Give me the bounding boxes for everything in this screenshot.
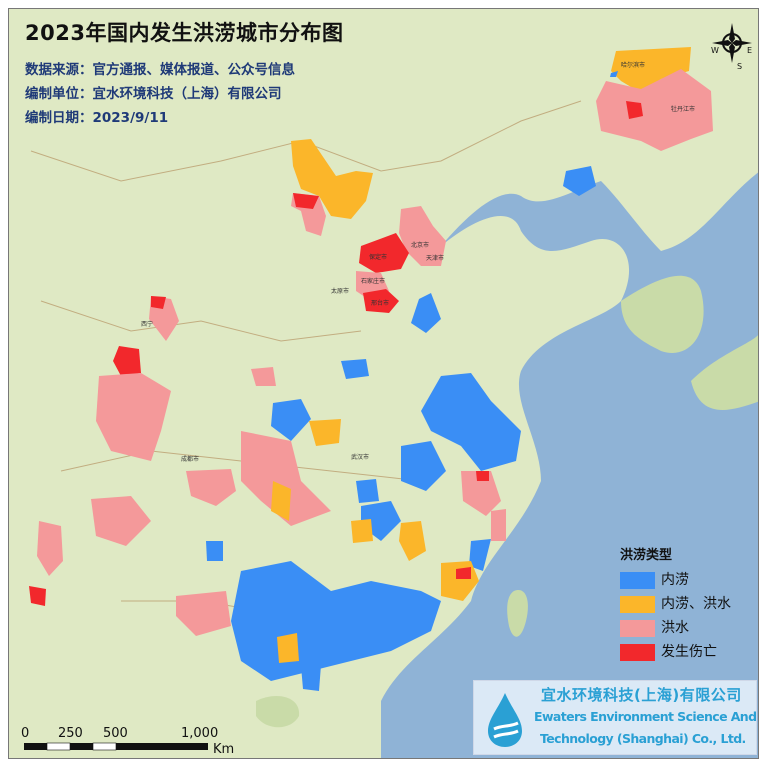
compile-date: 编制日期：2023/9/11 [25,110,169,126]
scale-tick-250: 250 [58,726,83,741]
legend-title: 洪涝类型 [620,548,673,563]
region-inland-flood[interactable] [401,441,446,491]
region-casualties[interactable] [113,346,141,376]
scale-tick-1000: 1,000 [181,726,219,741]
region-inland-flood[interactable] [341,359,369,379]
region-flood[interactable] [186,469,236,506]
scale-bar [24,742,208,751]
map-label-shijiazhuang: 石家庄市 [361,277,385,285]
region-inland-flood[interactable] [469,539,491,571]
province-borders [30,100,582,612]
region-inland-flood[interactable] [411,293,441,333]
region-casualties[interactable] [293,193,319,209]
region-casualties[interactable] [363,289,399,313]
legend-swatch [620,619,655,637]
region-casualties[interactable] [476,471,489,481]
svg-text:E: E [747,46,752,55]
legend-item-inland-flood: 内涝 [620,568,731,592]
svg-text:W: W [711,46,719,55]
legend-label: 内涝、洪水 [661,595,731,612]
map-label-beijing: 北京市 [411,241,429,249]
region-inland-flood-and-flood[interactable] [271,481,291,521]
legend-label: 内涝 [661,571,689,588]
company-name-en-1: Ewaters Environment Science And [534,709,757,724]
region-inland-flood-and-flood[interactable] [399,521,426,561]
map-label-taiyuan: 太原市 [331,287,349,295]
map-label-baoding: 保定市 [369,253,387,261]
legend-swatch [620,571,655,589]
company-name-en-2: Technology (Shanghai) Co., Ltd. [540,731,746,746]
region-flood[interactable] [91,496,151,546]
data-source: 数据来源：官方通报、媒体报道、公众号信息 [25,62,295,78]
region-flood[interactable] [251,367,276,386]
region-flood[interactable] [241,431,331,526]
map-label-chengdu: 成都市 [181,455,199,463]
region-flood[interactable] [461,471,501,516]
region-flood[interactable] [96,373,171,461]
region-inland-flood-and-flood[interactable] [309,419,341,446]
region-casualties[interactable] [626,101,643,119]
region-inland-flood[interactable] [563,166,596,196]
region-flood[interactable] [176,591,231,636]
map-label-mudanjiang: 牡丹江市 [671,105,695,113]
company-logo-panel: 宜水环境科技(上海)有限公司 Ewaters Environment Scien… [473,680,757,755]
compass-icon: W E S [711,23,752,71]
company-name-cn: 宜水环境科技(上海)有限公司 [541,686,742,704]
scale-tick-500: 500 [103,726,128,741]
region-inland-flood-and-flood[interactable] [611,47,691,93]
legend-label: 洪水 [661,619,689,636]
region-inland-flood[interactable] [301,665,321,691]
legend-item-casualties: 发生伤亡 [620,640,731,664]
region-casualties[interactable] [29,586,46,606]
map-label-xining: 西宁 [141,320,153,328]
region-inland-flood[interactable] [421,373,521,471]
map-label-harbin: 哈尔滨市 [621,61,645,69]
scale-tick-0: 0 [21,726,30,741]
region-inland-flood[interactable] [206,541,223,561]
region-inland-flood-and-flood[interactable] [291,139,373,219]
region-flood[interactable] [491,509,506,541]
legend-item-flood: 洪水 [620,616,731,640]
map-title: 2023年国内发生洪涝城市分布图 [25,21,344,45]
legend-item-inland-and-flood: 内涝、洪水 [620,592,731,616]
taiwan-island [507,590,528,637]
region-inland-flood-and-flood[interactable] [351,519,373,543]
legend-swatch [620,595,655,613]
map-label-tianjin: 天津市 [426,254,444,262]
map-label-xingtai: 邢台市 [371,299,389,307]
compiler: 编制单位：宜水环境科技（上海）有限公司 [25,86,282,102]
legend-label: 发生伤亡 [661,643,717,660]
region-casualties[interactable] [151,296,166,309]
region-casualties[interactable] [456,567,471,579]
korean-peninsula [621,275,704,353]
region-inland-flood-and-flood[interactable] [277,633,299,663]
region-inland-flood[interactable] [356,479,379,503]
region-flood[interactable] [596,69,713,151]
region-inland-flood[interactable] [271,399,311,441]
hainan-island [256,696,300,728]
water-drop-logo-icon [488,693,522,747]
map-label-wuhan: 武汉市 [351,453,369,461]
region-flood[interactable] [399,206,446,266]
scale-unit: Km [213,742,235,757]
region-flood[interactable] [37,521,63,576]
region-casualties[interactable] [359,233,409,273]
legend: 洪涝类型 内涝 内涝、洪水 洪水 发生伤亡 [620,548,731,664]
japan-land [691,334,758,410]
legend-swatch [620,643,655,661]
region-inland-flood[interactable] [610,71,618,77]
svg-text:S: S [737,62,742,71]
